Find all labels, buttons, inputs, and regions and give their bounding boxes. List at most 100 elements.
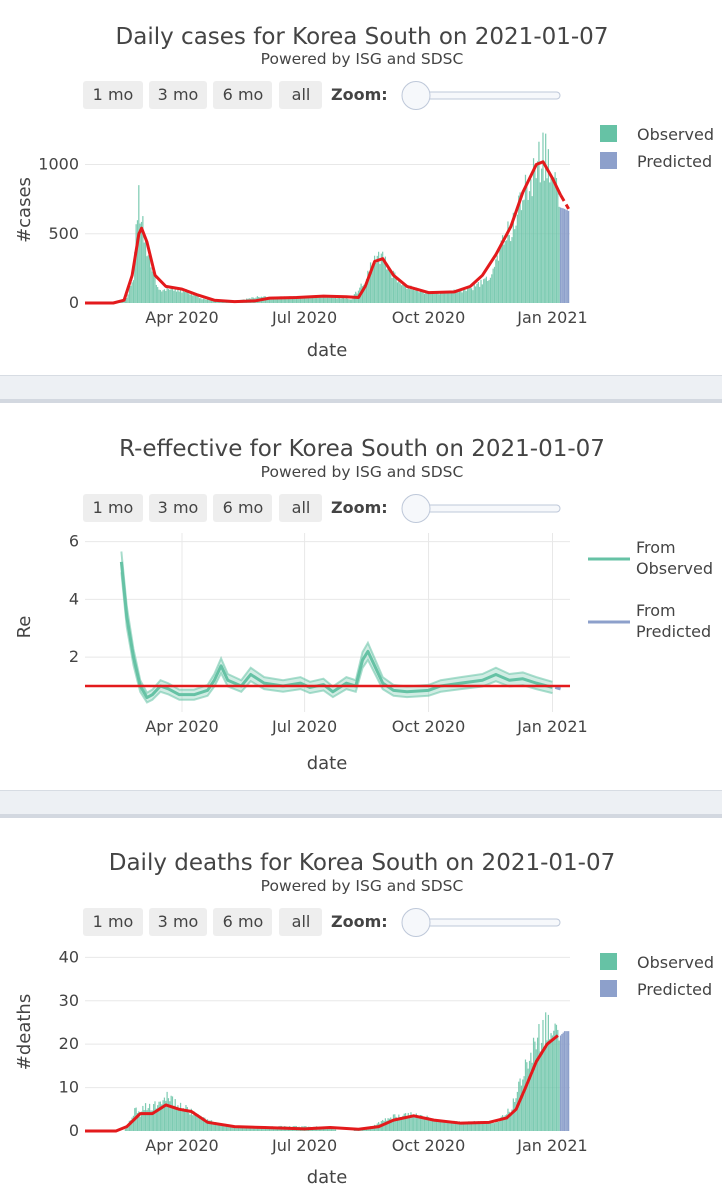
observed-bar (205, 299, 207, 303)
legend-swatch-observed (600, 953, 617, 970)
legend-observed-label: Observed (637, 125, 714, 144)
observed-bar (293, 296, 295, 303)
zoom-slider-handle[interactable] (401, 908, 431, 937)
observed-bar (285, 296, 287, 303)
range-button-6mo-label: 6 mo (223, 498, 264, 517)
x-axis-label: date (307, 753, 348, 774)
range-button-3mo[interactable] (149, 81, 207, 109)
observed-bar (305, 295, 307, 303)
deaths-chart: Daily deaths for Korea South on 2021-01-… (14, 850, 714, 1188)
observed-bar (429, 1118, 431, 1131)
observed-bar (173, 290, 175, 303)
observed-bar (278, 296, 280, 303)
zoom-slider-handle[interactable] (401, 494, 431, 523)
observed-bar (271, 296, 273, 303)
observed-bar (344, 298, 346, 303)
observed-bar (369, 262, 372, 303)
observed-bar (520, 1085, 523, 1131)
observed-bar (136, 1113, 139, 1131)
observed-bar (481, 1123, 483, 1131)
observed-bar (453, 289, 455, 303)
range-button-6mo[interactable] (213, 908, 272, 936)
observed-bar (217, 301, 219, 303)
observed-bar (487, 280, 489, 303)
observed-bar (454, 289, 457, 303)
zoom-slider-track[interactable] (413, 918, 561, 927)
observed-bar (254, 1127, 256, 1131)
observed-bar (423, 293, 426, 303)
observed-bar (132, 1115, 135, 1131)
x-tick-label: Oct 2020 (392, 1136, 465, 1155)
observed-bar (135, 224, 137, 303)
range-button-1mo[interactable] (83, 908, 143, 936)
observed-bar (330, 296, 333, 303)
observed-bar (524, 174, 527, 303)
observed-bar (452, 1122, 454, 1131)
observed-bar (228, 1125, 230, 1131)
observed-bar (460, 290, 462, 303)
zoom-slider-handle[interactable] (401, 81, 431, 110)
observed-bar (208, 1120, 210, 1131)
observed-bar (445, 292, 447, 303)
observed-bar (417, 290, 419, 303)
x-axis-label: date (307, 1167, 348, 1188)
observed-bar (504, 1115, 506, 1131)
observed-bar (499, 1118, 501, 1131)
observed-bar (398, 278, 400, 303)
observed-bar (489, 277, 492, 303)
range-button-all[interactable] (279, 494, 322, 522)
observed-bar (124, 1128, 126, 1131)
range-button-6mo[interactable] (213, 81, 272, 109)
observed-bar (383, 1121, 385, 1131)
range-controls: 1 mo 3 mo 6 mo all Zoom: (83, 494, 561, 523)
observed-bar (138, 185, 140, 303)
range-button-all-label: all (292, 498, 311, 517)
range-button-6mo[interactable] (213, 494, 272, 522)
range-button-3mo[interactable] (149, 494, 207, 522)
observed-bar (449, 291, 451, 303)
observed-bar (399, 283, 401, 303)
x-tick-label: Apr 2020 (145, 308, 218, 327)
observed-bar (435, 1120, 438, 1131)
observed-bar (382, 251, 384, 303)
observed-bar (299, 297, 302, 303)
observed-bar (485, 1121, 488, 1131)
observed-bar (182, 290, 184, 303)
range-button-1mo[interactable] (83, 81, 143, 109)
observed-bar (322, 1127, 324, 1131)
observed-bar (329, 297, 331, 303)
observed-bar (497, 260, 500, 303)
observed-bar (221, 1123, 223, 1131)
predicted-bar (562, 208, 564, 303)
zoom-slider-track[interactable] (413, 504, 561, 513)
range-controls: 1 mo 3 mo 6 mo all Zoom: (83, 908, 561, 937)
y-axis-label: #deaths (14, 994, 35, 1070)
observed-bar (130, 1120, 132, 1131)
observed-bar (414, 290, 416, 303)
range-button-all[interactable] (279, 81, 322, 109)
observed-bar (364, 283, 366, 303)
range-button-3mo[interactable] (149, 908, 207, 936)
observed-bar (493, 266, 496, 303)
observed-bar (458, 289, 461, 303)
observed-bar (143, 242, 145, 303)
observed-bar (380, 253, 382, 303)
observed-bar (352, 296, 354, 303)
observed-bar (250, 1126, 252, 1131)
zoom-slider-track[interactable] (413, 91, 561, 100)
range-button-1mo[interactable] (83, 494, 143, 522)
legend-swatch-predicted (600, 980, 617, 997)
range-button-all[interactable] (279, 908, 322, 936)
observed-bar (462, 1122, 465, 1131)
observed-bar (516, 1091, 518, 1131)
observed-bar (473, 284, 475, 303)
y-axis-label: #cases (14, 177, 35, 243)
observed-bar (220, 1123, 222, 1131)
observed-bar (204, 298, 206, 303)
observed-bar (433, 293, 435, 303)
observed-bar (545, 1012, 547, 1131)
observed-bar (535, 178, 537, 303)
observed-bar (437, 292, 439, 303)
observed-bar (437, 1119, 439, 1131)
observed-bar (415, 1113, 417, 1131)
